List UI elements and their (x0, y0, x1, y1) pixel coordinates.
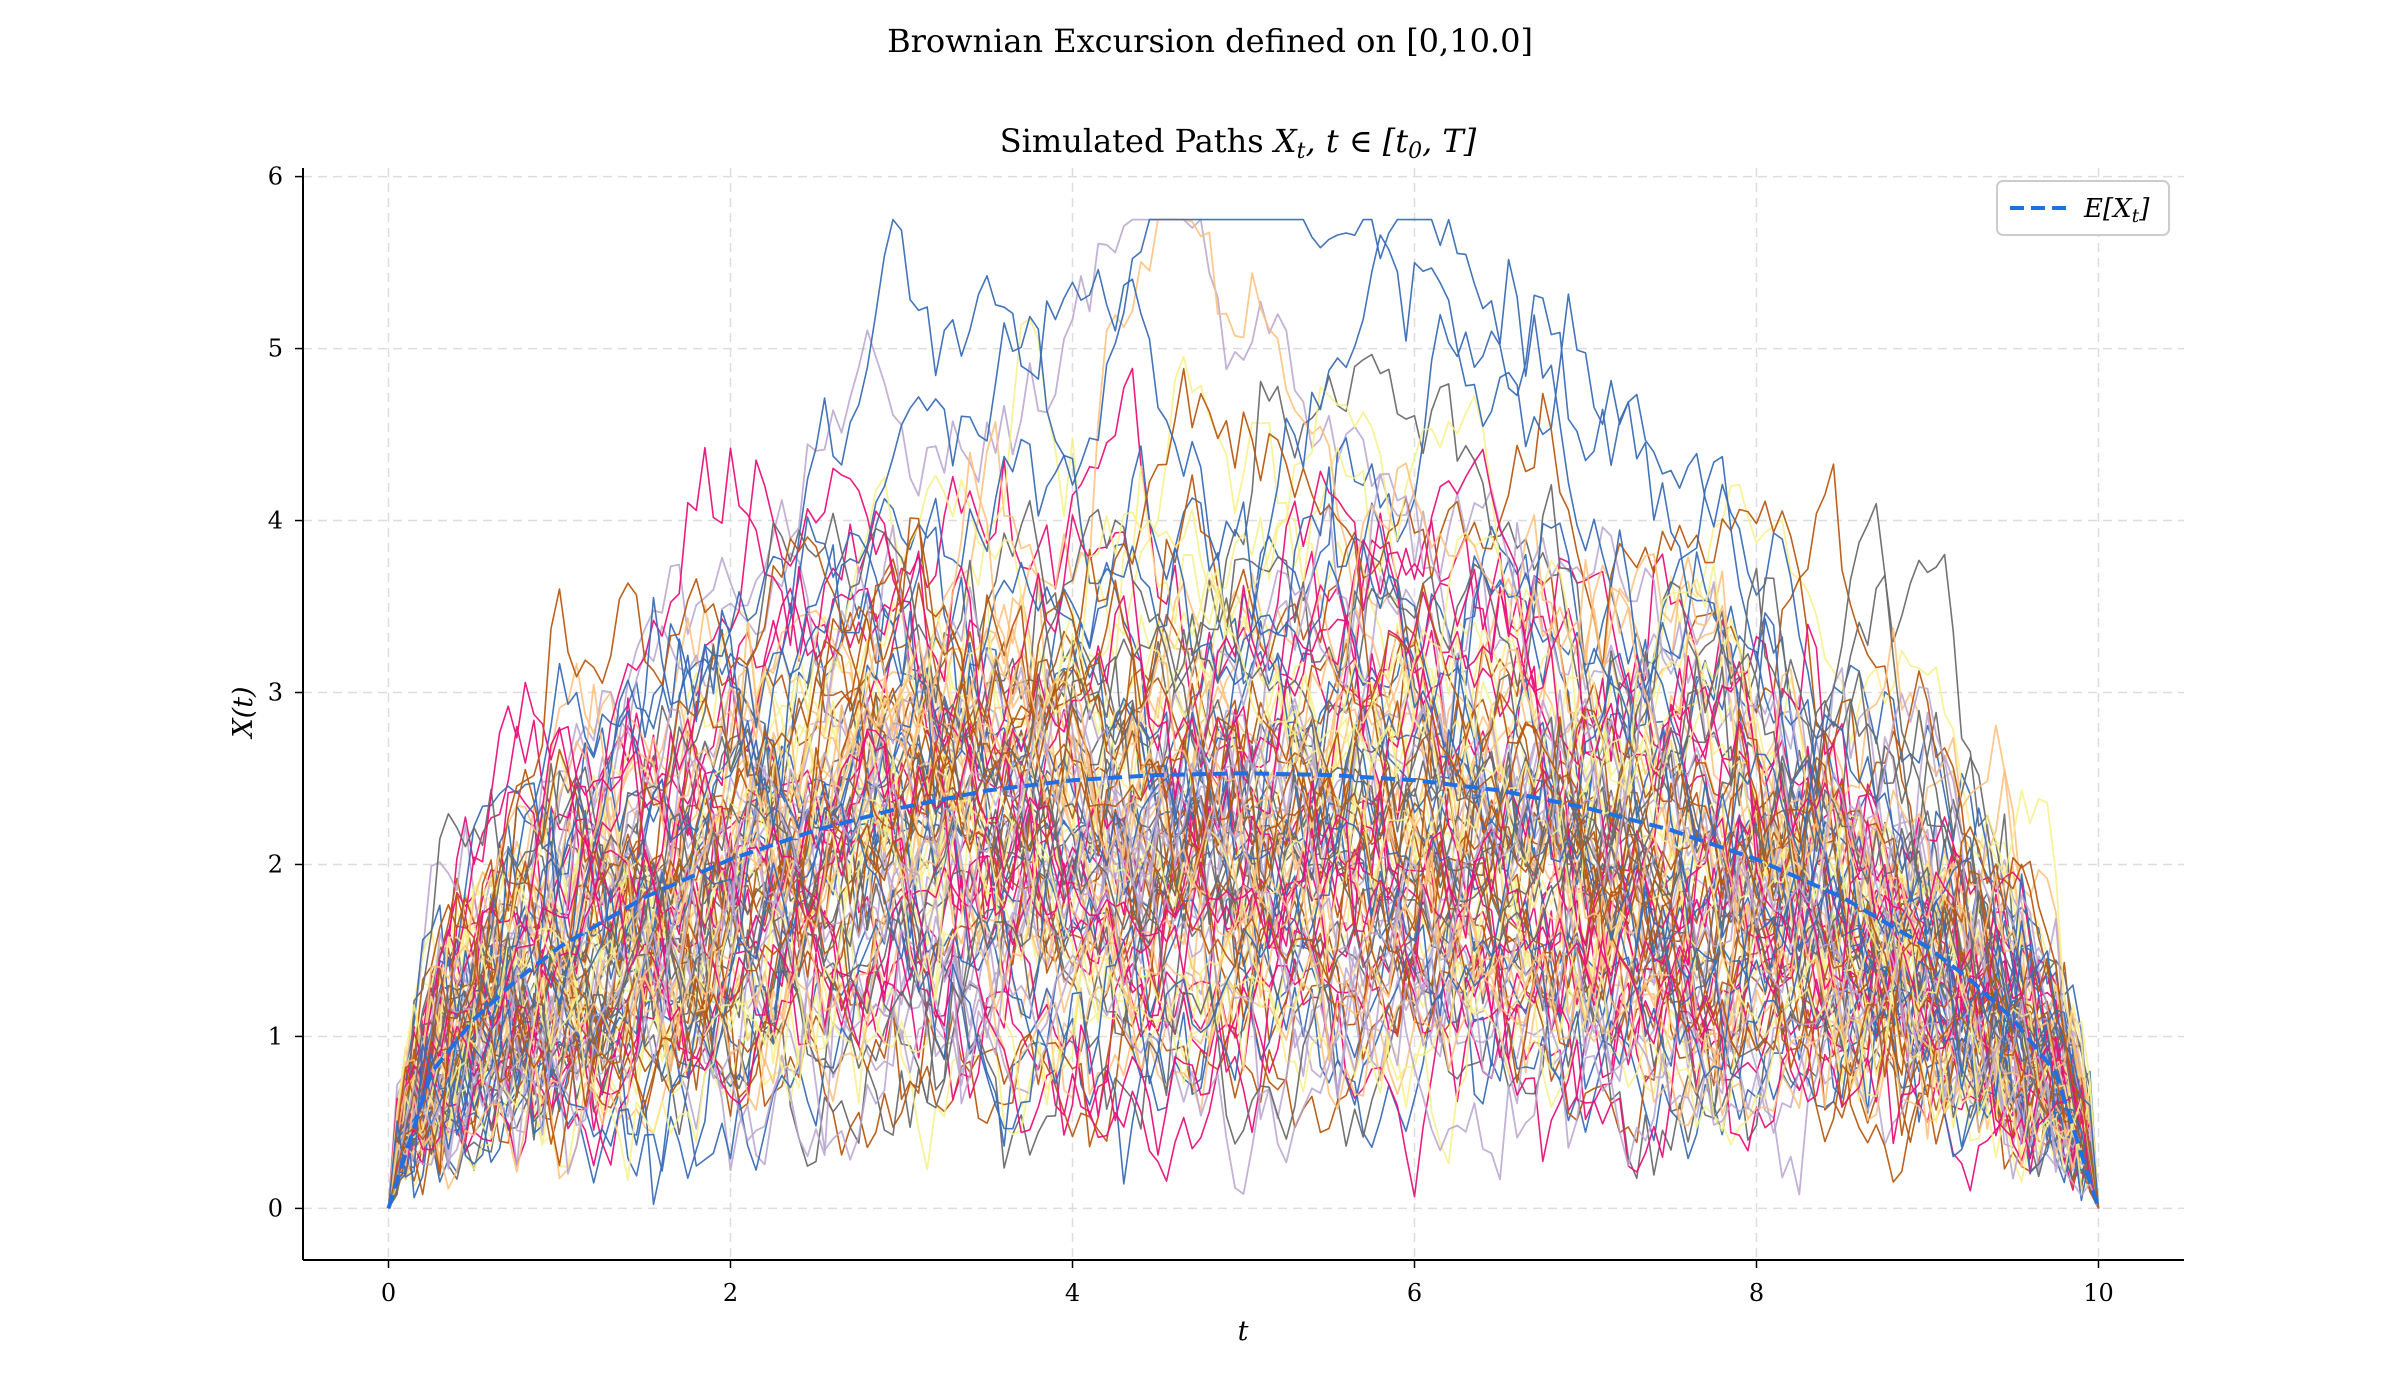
x-tick-label: 2 (723, 1279, 738, 1307)
sample-path (387, 720, 2100, 1209)
sample-path (387, 503, 2100, 1209)
x-tick-label: 0 (381, 1279, 396, 1307)
sample-path (387, 508, 2100, 1209)
tick-labels: 0 2 4 6 8 10 0 1 2 3 4 5 6 (268, 163, 2114, 1307)
chart-title-math-sub2: 0 (1408, 139, 1422, 164)
y-tick-label: 5 (268, 335, 283, 363)
y-tick-label: 0 (268, 1194, 283, 1222)
sample-path (387, 687, 2100, 1209)
sample-path (387, 576, 2100, 1209)
sample-path (387, 218, 2100, 1209)
legend-label-expected: E[Xt] (2083, 194, 2150, 227)
sample-path (387, 523, 2100, 1209)
sample-path (387, 367, 2100, 1209)
chart-title: Simulated Paths Xt, t ∈ [t0, T] (1000, 122, 1477, 164)
sample-path (387, 644, 2100, 1209)
x-axis-label: t (1238, 1316, 1249, 1347)
sample-paths (387, 218, 2100, 1209)
sample-path (387, 774, 2100, 1209)
sample-path (387, 512, 2100, 1209)
chart-suptitle: Brownian Excursion defined on [0,10.0] (887, 22, 1533, 60)
sample-path (387, 744, 2100, 1209)
sample-path (387, 686, 2100, 1209)
sample-path (387, 470, 2100, 1209)
axes (302, 168, 2184, 1261)
sample-path (387, 451, 2100, 1209)
chart-title-plain: Simulated Paths (1000, 122, 1264, 160)
x-tick-label: 8 (1749, 1279, 1764, 1307)
y-tick-label: 6 (268, 163, 283, 191)
x-tick-label: 10 (2083, 1279, 2114, 1307)
x-tick-label: 6 (1407, 1279, 1422, 1307)
x-tick-label: 4 (1065, 1279, 1080, 1307)
sample-path (387, 697, 2100, 1209)
y-axis-label: X(t) (228, 686, 259, 739)
sample-path (387, 553, 2100, 1209)
chart-title-math-end: , T] (1422, 122, 1477, 160)
sample-path (387, 713, 2100, 1209)
chart-title-math-rest: , t ∈ [t (1305, 122, 1408, 160)
y-tick-label: 3 (268, 679, 283, 707)
sample-path (387, 462, 2100, 1209)
expected-value-curve (386, 771, 2101, 1210)
sample-path (387, 661, 2100, 1209)
expected-value-line (386, 771, 2101, 1210)
legend-box (1996, 180, 2170, 236)
y-tick-label: 2 (268, 850, 283, 878)
y-tick-label: 4 (268, 507, 283, 535)
sample-path (387, 536, 2100, 1209)
legend: E[Xt] (1996, 180, 2170, 236)
chart-title-math-sub: t (1297, 139, 1306, 164)
sample-path (387, 639, 2100, 1209)
y-tick-label: 1 (268, 1022, 283, 1050)
chart-title-math: X (1271, 122, 1298, 160)
